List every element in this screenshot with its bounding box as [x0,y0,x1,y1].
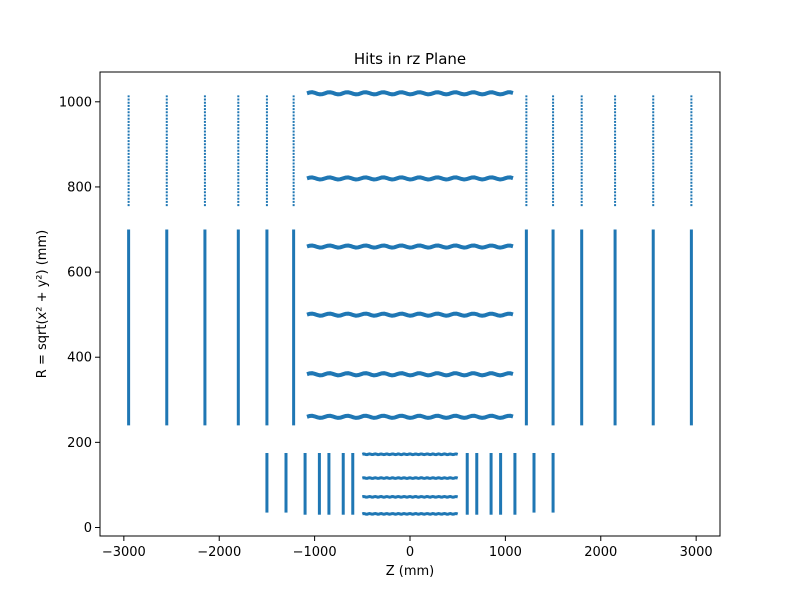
y-tick-label: 600 [67,266,92,281]
barrel-layer-r660 [306,243,514,250]
y-tick-label: 200 [67,436,92,451]
x-axis-label: Z (mm) [386,564,435,579]
y-axis-ticks: 0 200 400 600 800 1000 [59,95,100,536]
barrel-layer-r360 [306,371,514,378]
barrel-layer-r32 [361,511,459,516]
x-tick-label: 3000 [680,545,713,560]
x-tick-label: −2000 [197,545,241,560]
x-tick-label: 1000 [489,545,522,560]
barrel-layer-r260 [306,413,514,420]
y-tick-label: 400 [67,351,92,366]
x-tick-label: 0 [406,545,414,560]
barrel-layer-r116 [361,476,459,480]
barrel-layer-r500 [306,311,514,318]
y-tick-label: 0 [84,521,92,536]
barrel-layer-r1020 [306,90,514,97]
x-tick-label: 2000 [584,545,617,560]
y-tick-label: 800 [67,180,92,195]
x-tick-label: −3000 [102,545,146,560]
axes-frame [99,71,721,537]
plot-area [127,90,693,516]
barrel-layer-r72 [361,494,459,499]
x-axis-ticks: −3000 −2000 −1000 0 1000 2000 3000 [102,536,713,560]
x-tick-label: −1000 [293,545,337,560]
barrel-layer-r172 [361,452,459,457]
y-axis-label: R = sqrt(x² + y²) (mm) [35,230,50,378]
barrel-layer-r820 [306,175,514,182]
y-tick-label: 1000 [59,95,92,110]
chart-title: Hits in rz Plane [354,50,466,68]
